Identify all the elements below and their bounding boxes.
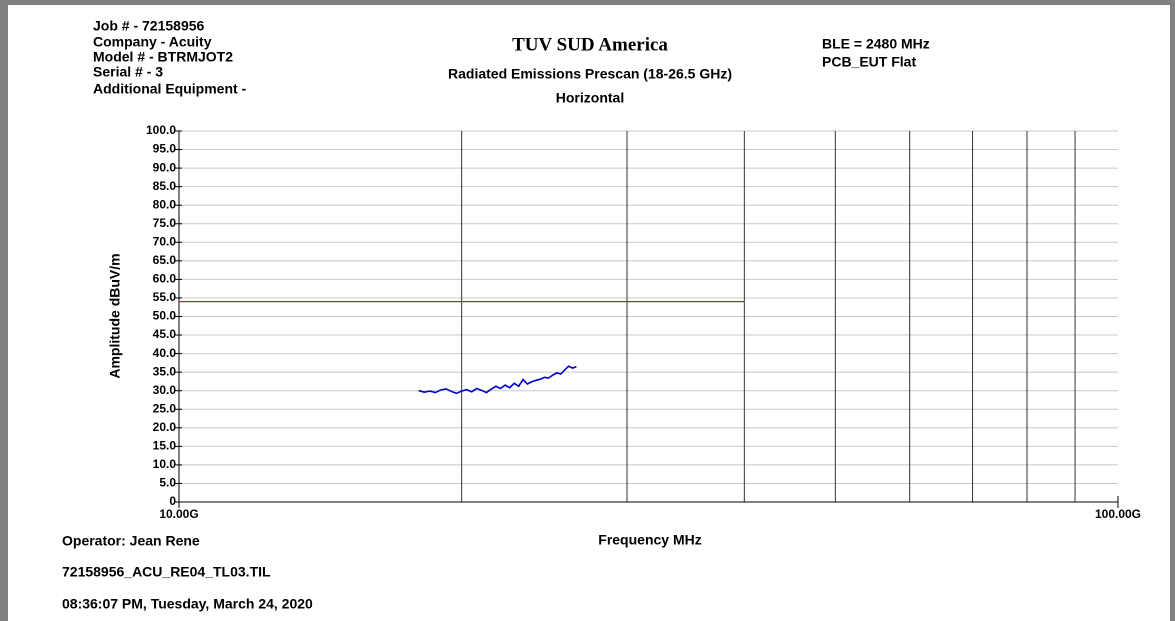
file-name: 72158956_ACU_RE04_TL03.TIL — [62, 564, 271, 580]
x-tick-label: 10.00G — [159, 507, 198, 521]
job: Job # - 72158956 — [93, 18, 205, 34]
chart-subtitle: Radiated Emissions Prescan (18-26.5 GHz) — [448, 66, 732, 82]
band: BLE = 2480 MHz — [822, 36, 930, 52]
y-tick-label: 95.0 — [153, 142, 177, 156]
y-tick-label: 15.0 — [153, 439, 177, 453]
y-tick-label: 35.0 — [153, 364, 177, 378]
y-tick-label: 25.0 — [153, 401, 177, 415]
serial: Serial # - 3 — [93, 64, 163, 80]
y-tick-label: 100.0 — [146, 123, 176, 137]
y-tick-label: 10.0 — [153, 457, 177, 471]
operator: Operator: Jean Rene — [62, 533, 200, 549]
x-axis-label: Frequency MHz — [598, 532, 701, 548]
company: Company - Acuity — [93, 34, 212, 50]
y-tick-label: 30.0 — [153, 383, 177, 397]
y-tick-label: 40.0 — [153, 346, 177, 360]
y-tick-label: 55.0 — [153, 290, 177, 304]
y-tick-label: 70.0 — [153, 234, 177, 248]
x-tick-label: 100.00G — [1095, 507, 1141, 521]
chart-title: TUV SUD America — [512, 34, 668, 55]
series-line — [418, 365, 577, 395]
equipment: Additional Equipment - — [93, 81, 247, 97]
y-axis-label: Amplitude dBuV/m — [107, 253, 123, 378]
y-tick-label: 20.0 — [153, 420, 177, 434]
date: 08:36:07 PM, Tuesday, March 24, 2020 — [62, 596, 313, 612]
y-tick-label: 45.0 — [153, 327, 177, 341]
y-tick-label: 60.0 — [153, 272, 177, 286]
y-tick-label: 75.0 — [153, 216, 177, 230]
setup: PCB_EUT Flat — [822, 54, 916, 70]
y-tick-label: 90.0 — [153, 160, 177, 174]
y-tick-label: 85.0 — [153, 179, 177, 193]
y-tick-label: 5.0 — [159, 476, 176, 490]
y-tick-label: 50.0 — [153, 309, 177, 323]
polarization: Horizontal — [556, 90, 624, 106]
y-tick-label: 65.0 — [153, 253, 177, 267]
y-tick-label: 0 — [169, 494, 176, 508]
model: Model # - BTRMJOT2 — [93, 49, 233, 65]
y-tick-label: 80.0 — [153, 197, 177, 211]
panel — [8, 5, 1170, 621]
